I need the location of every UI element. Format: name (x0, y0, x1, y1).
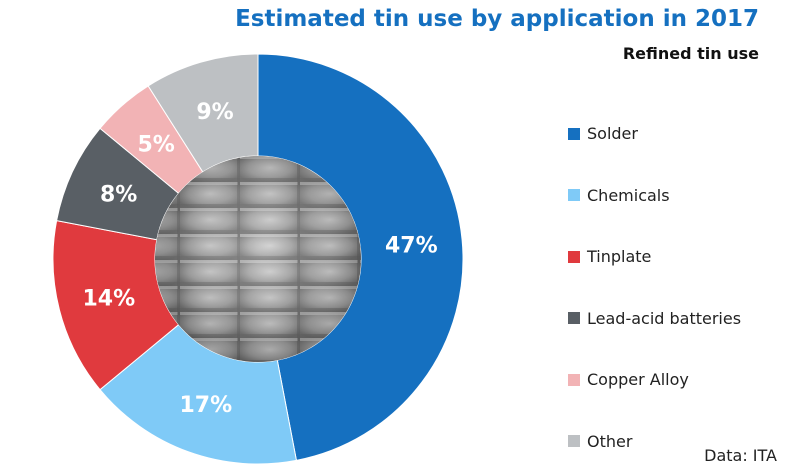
legend-label: Lead-acid batteries (587, 308, 742, 328)
legend-label: Other (587, 431, 633, 451)
legend-label: Chemicals (587, 185, 670, 205)
chart-subtitle: Refined tin use (622, 44, 759, 63)
data-label: 8% (100, 182, 137, 207)
legend-swatch (568, 435, 580, 448)
legend-item: Lead-acid batteries (568, 288, 741, 350)
legend-label: Solder (587, 124, 638, 144)
data-label: 17% (179, 393, 232, 418)
legend-item: Other (568, 411, 741, 473)
data-label: 14% (83, 286, 136, 311)
data-label: 9% (196, 100, 233, 125)
source-note: Data: ITA (704, 446, 777, 465)
legend-item: Tinplate (568, 226, 741, 288)
legend-item: Chemicals (568, 165, 741, 227)
center-photo-texture (155, 156, 361, 362)
legend-swatch (568, 127, 580, 140)
legend: Solder Chemicals Tinplate Lead-acid batteri… (568, 103, 741, 472)
legend-label: Tinplate (587, 247, 652, 267)
legend-label: Copper Alloy (587, 370, 689, 390)
data-label: 47% (385, 234, 438, 259)
legend-item: Solder (568, 103, 741, 165)
chart-title: Estimated tin use by application in 2017 (235, 6, 759, 32)
donut-chart: 47% 17% 14% 8%5% 9% (52, 53, 464, 465)
legend-swatch (568, 373, 580, 386)
legend-swatch (568, 312, 580, 325)
data-label: 5% (137, 132, 174, 157)
legend-item: Copper Alloy (568, 349, 741, 411)
legend-swatch (568, 250, 580, 263)
legend-swatch (568, 189, 580, 202)
